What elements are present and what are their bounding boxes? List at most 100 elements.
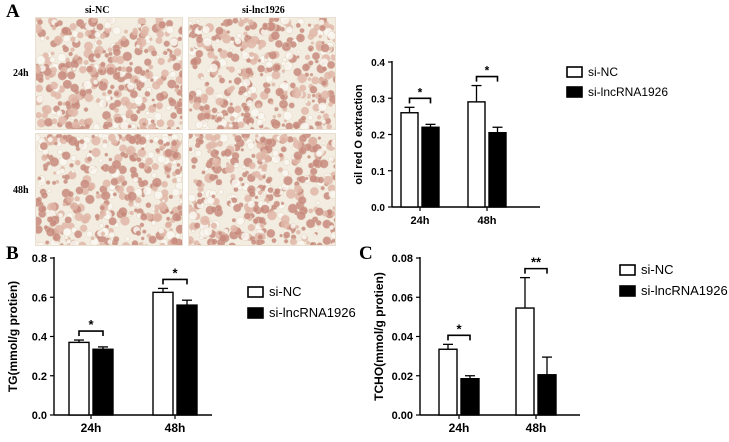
lipid-droplet (194, 134, 201, 137)
lipid-droplet (165, 105, 172, 111)
lipid-droplet (200, 76, 204, 80)
lipid-droplet (45, 36, 50, 40)
lipid-droplet (272, 114, 277, 119)
significance-marker: * (418, 85, 423, 99)
lipid-droplet (288, 102, 295, 109)
lipid-droplet (315, 207, 324, 216)
lipid-droplet (51, 25, 57, 31)
lipid-droplet (83, 41, 94, 51)
lipid-droplet (293, 184, 303, 194)
lipid-droplet (128, 135, 137, 145)
lipid-droplet (271, 82, 276, 87)
lipid-droplet (108, 217, 117, 226)
significance-bracket (78, 330, 104, 337)
lipid-droplet (311, 76, 320, 85)
lipid-droplet (86, 65, 94, 73)
lipid-droplet (176, 107, 182, 115)
lipid-droplet (78, 125, 87, 129)
lipid-droplet (308, 47, 313, 52)
lipid-droplet (96, 23, 104, 31)
lipid-droplet (155, 37, 163, 45)
lipid-droplet (164, 208, 170, 214)
lipid-droplet (100, 190, 111, 201)
lipid-droplet (157, 139, 164, 146)
lipid-droplet (237, 121, 245, 129)
lipid-droplet (299, 84, 307, 92)
lipid-droplet (244, 34, 250, 39)
lipid-droplet (298, 175, 307, 184)
lipid-droplet (100, 165, 106, 171)
lipid-droplet (295, 229, 301, 235)
lipid-droplet (320, 186, 325, 191)
lipid-droplet (57, 100, 63, 107)
lipid-droplet (227, 200, 232, 205)
lipid-droplet (209, 206, 217, 214)
lipid-droplet (96, 39, 103, 46)
lipid-droplet (137, 136, 147, 145)
lipid-droplet (166, 48, 171, 52)
lipid-droplet (69, 202, 79, 211)
lipid-droplet (200, 215, 210, 226)
bar-si-lncrna1926-24h (460, 377, 480, 416)
lipid-droplet (260, 239, 266, 245)
lipid-droplet (189, 93, 194, 101)
lipid-droplet (155, 147, 161, 153)
lipid-droplet (150, 50, 158, 57)
lipid-droplet (301, 63, 310, 72)
lipid-droplet (252, 206, 259, 213)
lipid-droplet (154, 204, 160, 211)
lipid-droplet (314, 226, 319, 231)
lipid-droplet (131, 240, 139, 245)
bar-si-lncrna1926-48h (176, 304, 198, 416)
lipid-droplet (219, 167, 223, 172)
legend-swatch (619, 285, 636, 297)
lipid-droplet (296, 210, 306, 221)
lipid-droplet (150, 119, 155, 124)
lipid-droplet (58, 212, 64, 218)
lipid-droplet (47, 136, 54, 143)
lipid-droplet (310, 187, 319, 196)
lipid-droplet (213, 93, 218, 98)
lipid-droplet (234, 37, 242, 45)
lipid-droplet (315, 220, 322, 226)
x-tick-label: 48h (478, 215, 497, 227)
lipid-droplet (120, 210, 127, 218)
lipid-droplet (79, 89, 87, 97)
y-tick-label: 0.08 (392, 253, 413, 265)
lipid-droplet (80, 224, 88, 233)
lipid-droplet (315, 200, 321, 206)
lipid-droplet (36, 197, 42, 207)
lipid-droplet (86, 230, 93, 238)
lipid-droplet (255, 134, 259, 138)
lipid-droplet (129, 166, 138, 174)
lipid-droplet (238, 176, 244, 182)
lipid-droplet (231, 218, 237, 223)
lipid-droplet (37, 204, 47, 214)
lipid-droplet (168, 194, 174, 200)
lipid-droplet (211, 107, 218, 114)
lipid-droplet (280, 18, 290, 25)
lipid-droplet (179, 194, 182, 199)
x-tick-label: 48h (526, 421, 547, 435)
lipid-droplet (190, 57, 199, 66)
lipid-droplet (285, 51, 294, 60)
lipid-droplet (307, 137, 317, 147)
lipid-droplet (309, 72, 314, 77)
bar-si-nc-48h (467, 101, 486, 208)
lipid-droplet (176, 177, 182, 183)
lipid-droplet (151, 81, 161, 90)
lipid-droplet (226, 51, 234, 59)
lipid-droplet (323, 71, 332, 80)
lipid-droplet (300, 106, 310, 116)
lipid-droplet (153, 112, 162, 121)
lipid-droplet (240, 232, 250, 241)
lipid-droplet (100, 231, 106, 236)
lipid-droplet (193, 240, 200, 245)
lipid-droplet (267, 186, 274, 194)
lipid-droplet (249, 126, 255, 129)
y-tick-label: 0.0 (371, 203, 385, 214)
lipid-droplet (39, 142, 48, 151)
chart-a: 0.0 0.1 0.2 0.3 0.4 oil red O extraction 24h * 4… (353, 58, 668, 227)
lipid-droplet (175, 224, 182, 234)
lipid-droplet (155, 92, 165, 102)
